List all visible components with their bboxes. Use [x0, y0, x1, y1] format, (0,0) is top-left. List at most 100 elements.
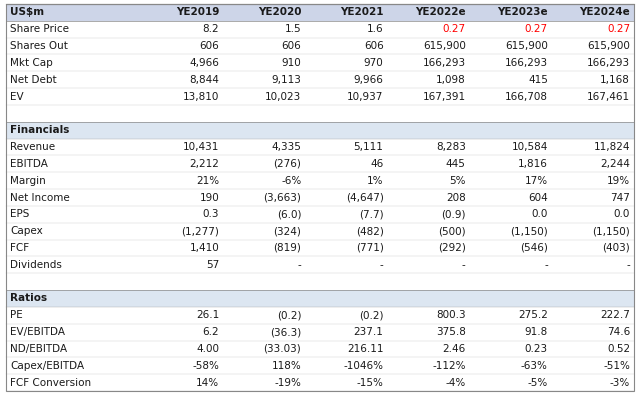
Text: (1,150): (1,150) [510, 226, 548, 236]
Text: EPS: EPS [10, 209, 29, 219]
Text: (33.03): (33.03) [264, 344, 301, 354]
Text: -112%: -112% [432, 361, 466, 371]
Text: Revenue: Revenue [10, 142, 55, 152]
Text: Capex/EBITDA: Capex/EBITDA [10, 361, 84, 371]
Text: 970: 970 [364, 58, 383, 68]
Text: (1,150): (1,150) [592, 226, 630, 236]
Text: Financials: Financials [10, 125, 69, 135]
Text: (403): (403) [602, 243, 630, 253]
Text: Shares Out: Shares Out [10, 41, 68, 51]
Text: 606: 606 [200, 41, 219, 51]
Text: 26.1: 26.1 [196, 310, 219, 320]
Text: 615,900: 615,900 [423, 41, 466, 51]
Text: 275.2: 275.2 [518, 310, 548, 320]
Text: Mkt Cap: Mkt Cap [10, 58, 52, 68]
Text: Ratios: Ratios [10, 293, 47, 303]
Text: US$m: US$m [10, 8, 44, 17]
Text: 4,966: 4,966 [189, 58, 219, 68]
Text: 21%: 21% [196, 176, 219, 186]
Text: 166,293: 166,293 [505, 58, 548, 68]
Text: -51%: -51% [603, 361, 630, 371]
Text: YE2019: YE2019 [176, 8, 219, 17]
Text: 166,293: 166,293 [422, 58, 466, 68]
Text: 747: 747 [610, 192, 630, 203]
Text: 11,824: 11,824 [593, 142, 630, 152]
Text: (482): (482) [356, 226, 383, 236]
Text: 10,023: 10,023 [265, 92, 301, 102]
Text: 237.1: 237.1 [354, 327, 383, 337]
Text: -: - [462, 260, 466, 270]
Text: (819): (819) [273, 243, 301, 253]
Text: (292): (292) [438, 243, 466, 253]
Text: ND/EBITDA: ND/EBITDA [10, 344, 67, 354]
Text: 57: 57 [206, 260, 219, 270]
Text: 19%: 19% [607, 176, 630, 186]
Text: 91.8: 91.8 [525, 327, 548, 337]
Text: 1,410: 1,410 [189, 243, 219, 253]
Text: 5,111: 5,111 [354, 142, 383, 152]
Text: 2,212: 2,212 [189, 159, 219, 169]
Text: 0.52: 0.52 [607, 344, 630, 354]
Text: EV: EV [10, 92, 24, 102]
Text: (1,277): (1,277) [181, 226, 219, 236]
Text: EBITDA: EBITDA [10, 159, 48, 169]
Text: 1,168: 1,168 [600, 75, 630, 85]
Text: 166,293: 166,293 [587, 58, 630, 68]
Text: (771): (771) [356, 243, 383, 253]
Text: 0.27: 0.27 [442, 24, 466, 34]
Text: -6%: -6% [281, 176, 301, 186]
Text: -63%: -63% [521, 361, 548, 371]
Text: (0.9): (0.9) [441, 209, 466, 219]
Text: (6.0): (6.0) [277, 209, 301, 219]
Text: Share Price: Share Price [10, 24, 69, 34]
Text: 10,431: 10,431 [183, 142, 219, 152]
Text: Net Income: Net Income [10, 192, 70, 203]
Bar [6, 290, 634, 307]
Text: (500): (500) [438, 226, 466, 236]
Text: 166,708: 166,708 [505, 92, 548, 102]
Text: Net Debt: Net Debt [10, 75, 56, 85]
Text: 8,283: 8,283 [436, 142, 466, 152]
Text: 615,900: 615,900 [505, 41, 548, 51]
Text: (546): (546) [520, 243, 548, 253]
Text: 604: 604 [528, 192, 548, 203]
Text: 1,098: 1,098 [436, 75, 466, 85]
Text: 1.5: 1.5 [285, 24, 301, 34]
Text: 74.6: 74.6 [607, 327, 630, 337]
Text: -4%: -4% [445, 378, 466, 387]
Text: 9,113: 9,113 [271, 75, 301, 85]
Text: 2.46: 2.46 [442, 344, 466, 354]
Text: 0.0: 0.0 [531, 209, 548, 219]
Text: -: - [544, 260, 548, 270]
Text: PE: PE [10, 310, 23, 320]
Text: (276): (276) [273, 159, 301, 169]
Text: 222.7: 222.7 [600, 310, 630, 320]
Text: 8,844: 8,844 [189, 75, 219, 85]
Text: 118%: 118% [271, 361, 301, 371]
Text: 6.2: 6.2 [202, 327, 219, 337]
Text: (36.3): (36.3) [270, 327, 301, 337]
Text: 1,816: 1,816 [518, 159, 548, 169]
Text: 1%: 1% [367, 176, 383, 186]
Text: 0.3: 0.3 [203, 209, 219, 219]
Text: 606: 606 [364, 41, 383, 51]
Text: Dividends: Dividends [10, 260, 62, 270]
Text: 445: 445 [446, 159, 466, 169]
Text: 10,937: 10,937 [347, 92, 383, 102]
Text: -5%: -5% [527, 378, 548, 387]
Text: 216.11: 216.11 [347, 344, 383, 354]
Text: (7.7): (7.7) [359, 209, 383, 219]
Text: -1046%: -1046% [344, 361, 383, 371]
Text: Capex: Capex [10, 226, 43, 236]
Text: 10,584: 10,584 [511, 142, 548, 152]
Text: -15%: -15% [356, 378, 383, 387]
Text: YE2024e: YE2024e [579, 8, 630, 17]
Text: 208: 208 [446, 192, 466, 203]
Text: 8.2: 8.2 [202, 24, 219, 34]
Text: -58%: -58% [192, 361, 219, 371]
Text: 2,244: 2,244 [600, 159, 630, 169]
Text: EV/EBITDA: EV/EBITDA [10, 327, 65, 337]
Text: FCF Conversion: FCF Conversion [10, 378, 91, 387]
Text: 17%: 17% [525, 176, 548, 186]
Text: FCF: FCF [10, 243, 29, 253]
